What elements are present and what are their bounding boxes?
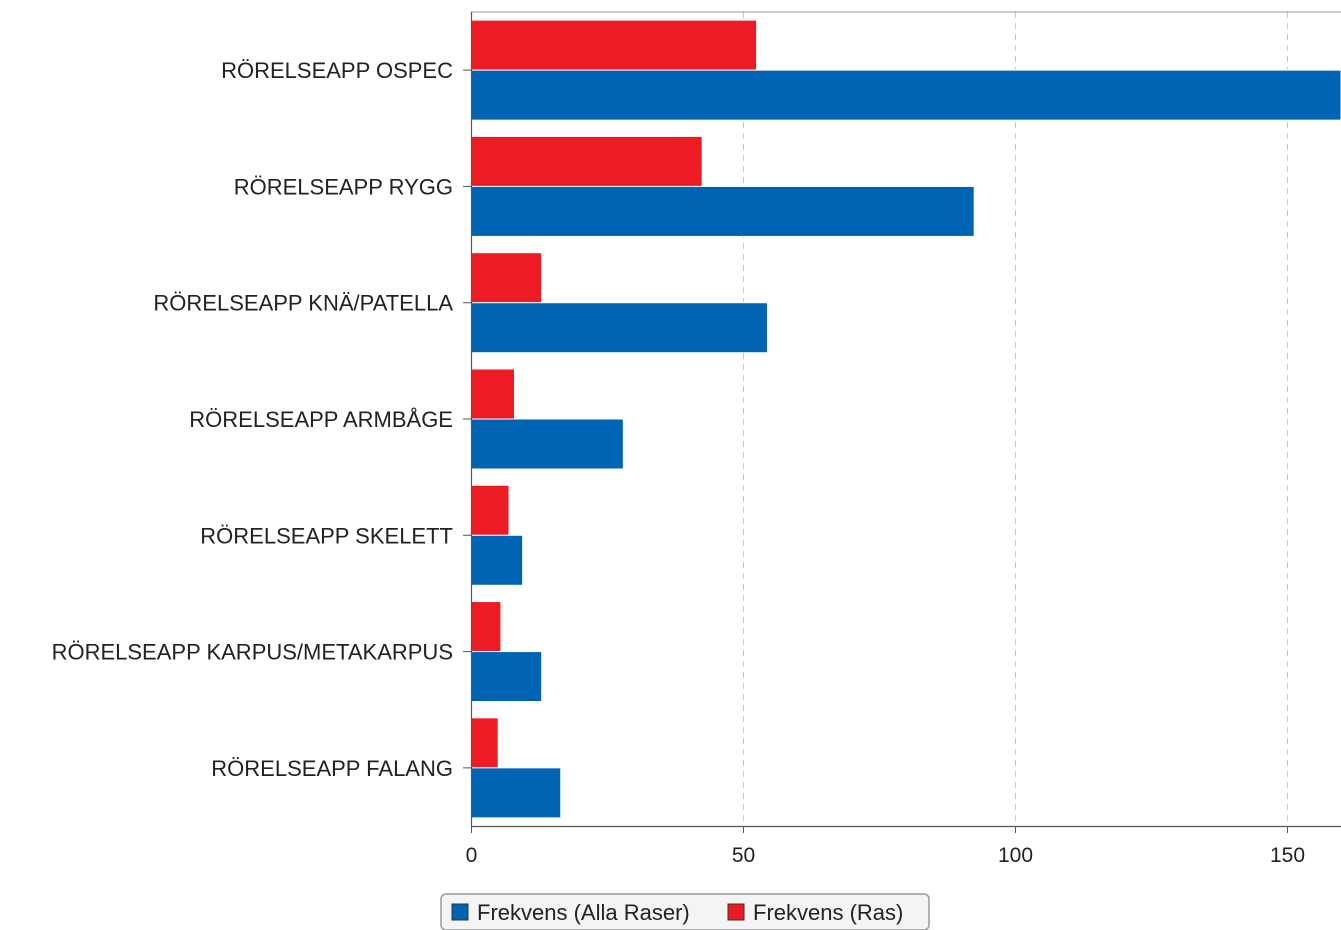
bar-alla-raser-1[interactable] — [470, 185, 975, 237]
bar-alla-raser-5[interactable] — [470, 651, 543, 703]
x-tick-label: 150 — [1270, 844, 1305, 867]
bar-ras-6[interactable] — [470, 717, 499, 769]
category-label: RÖRELSEAPP ARMBÅGE — [189, 407, 453, 432]
bar-alla-raser-3[interactable] — [470, 418, 624, 470]
legend: Frekvens (Alla Raser) Frekvens (Ras) — [440, 893, 930, 930]
bar-alla-raser-0[interactable] — [470, 69, 1341, 121]
bar-ras-3[interactable] — [470, 368, 516, 420]
bar-ras-5[interactable] — [470, 601, 502, 653]
bar-alla-raser-2[interactable] — [470, 302, 768, 354]
x-tick-label: 100 — [998, 844, 1033, 867]
legend-swatch-1 — [727, 903, 745, 921]
legend-label[interactable]: Frekvens (Ras) — [753, 900, 903, 925]
bar-ras-0[interactable] — [470, 19, 758, 71]
x-tick-label: 0 — [466, 844, 478, 867]
category-label: RÖRELSEAPP RYGG — [234, 174, 453, 199]
category-label: RÖRELSEAPP SKELETT — [200, 523, 453, 548]
x-tick-label: 50 — [732, 844, 755, 867]
category-label: RÖRELSEAPP KNÄ/PATELLA — [153, 291, 453, 316]
category-label: RÖRELSEAPP FALANG — [211, 756, 453, 781]
bar-ras-1[interactable] — [470, 135, 703, 187]
bar-ras-2[interactable] — [470, 252, 543, 304]
x-tick-labels: 0 50 100 150 — [466, 844, 1305, 867]
bar-ras-4[interactable] — [470, 484, 510, 536]
grid-lines — [743, 12, 1288, 826]
category-label: RÖRELSEAPP OSPEC — [221, 58, 453, 83]
category-label: RÖRELSEAPP KARPUS/METAKARPUS — [52, 640, 453, 665]
bars-group — [470, 19, 1341, 819]
bar-alla-raser-4[interactable] — [470, 534, 524, 586]
category-labels: RÖRELSEAPP OSPEC RÖRELSEAPP RYGG RÖRELSEAP… — [52, 58, 454, 781]
axes-group — [463, 11, 1341, 833]
bar-alla-raser-6[interactable] — [470, 767, 562, 819]
legend-label[interactable]: Frekvens (Alla Raser) — [477, 900, 690, 925]
legend-swatch-0 — [451, 903, 469, 921]
legend-box — [440, 893, 930, 930]
